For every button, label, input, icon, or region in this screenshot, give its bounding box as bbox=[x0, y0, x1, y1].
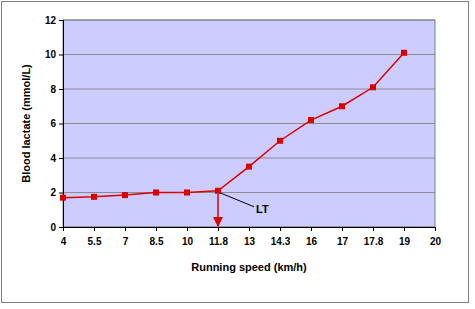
x-tick: 20 bbox=[430, 227, 442, 247]
x-tick-mark bbox=[280, 227, 281, 231]
x-tick-label: 7 bbox=[123, 236, 129, 247]
y-tick-mark bbox=[59, 124, 63, 125]
data-point bbox=[184, 190, 190, 196]
y-tick: 4 bbox=[50, 153, 63, 164]
y-tick-label: 12 bbox=[45, 15, 57, 26]
x-tick-label: 5.5 bbox=[88, 236, 102, 247]
x-axis-title: Running speed (km/h) bbox=[191, 261, 307, 273]
x-tick-mark bbox=[342, 227, 343, 231]
annotations: LT bbox=[218, 193, 269, 226]
data-point bbox=[153, 190, 159, 196]
x-tick: 17 bbox=[337, 227, 349, 247]
y-tick-mark bbox=[59, 20, 63, 21]
x-tick-mark bbox=[435, 227, 436, 231]
x-tick-label: 16 bbox=[306, 236, 318, 247]
chart: 0 2 4 6 8 10 12 4 5.5 7 8.5 10 11.8 13 14.3 16 17 17.8 19 2… bbox=[0, 0, 475, 309]
data-point bbox=[401, 50, 407, 56]
data-point bbox=[246, 164, 252, 170]
annotation-leader bbox=[220, 193, 254, 207]
series bbox=[60, 50, 407, 201]
x-tick: 13 bbox=[244, 227, 256, 247]
x-tick: 4 bbox=[61, 227, 67, 247]
y-tick-mark bbox=[59, 55, 63, 56]
y-tick-mark bbox=[59, 89, 63, 90]
x-tick-label: 17 bbox=[337, 236, 349, 247]
data-point bbox=[370, 84, 376, 90]
x-tick-mark bbox=[249, 227, 250, 231]
x-tick: 7 bbox=[123, 227, 129, 247]
data-point bbox=[277, 138, 283, 144]
x-tick: 19 bbox=[399, 227, 411, 247]
x-tick-mark bbox=[94, 227, 95, 231]
data-point bbox=[91, 194, 97, 200]
y-tick-mark bbox=[59, 193, 63, 194]
x-tick-label: 19 bbox=[399, 236, 411, 247]
grid-line bbox=[63, 54, 435, 55]
x-tick: 11.8 bbox=[209, 227, 228, 247]
x-tick-label: 10 bbox=[182, 236, 194, 247]
plot: 0 2 4 6 8 10 12 4 5.5 7 8.5 10 11.8 13 14.3 16 17 17.8 19 2… bbox=[45, 15, 442, 247]
x-tick-label: 13 bbox=[244, 236, 256, 247]
grid-line bbox=[63, 123, 435, 124]
y-tick-label: 4 bbox=[50, 153, 56, 164]
x-tick-mark bbox=[404, 227, 405, 231]
y-tick-label: 0 bbox=[50, 222, 56, 233]
x-tick-mark bbox=[63, 227, 64, 231]
x-tick-mark bbox=[187, 227, 188, 231]
data-point bbox=[122, 192, 128, 198]
annotation-text: LT bbox=[256, 203, 269, 215]
x-tick-label: 8.5 bbox=[150, 236, 164, 247]
y-tick-label: 2 bbox=[50, 187, 56, 198]
data-point bbox=[308, 117, 314, 123]
grid-line bbox=[63, 192, 435, 193]
x-tick-label: 4 bbox=[61, 236, 67, 247]
x-tick-label: 14.3 bbox=[271, 236, 291, 247]
y-tick-label: 8 bbox=[50, 84, 56, 95]
y-tick-label: 6 bbox=[50, 118, 56, 129]
y-tick: 6 bbox=[50, 118, 63, 129]
grid bbox=[63, 20, 435, 227]
x-axis-line bbox=[64, 228, 436, 232]
x-tick-label: 20 bbox=[430, 236, 442, 247]
x-tick: 8.5 bbox=[150, 227, 164, 247]
x-axis: 4 5.5 7 8.5 10 11.8 13 14.3 16 17 17.8 19 20 bbox=[61, 227, 442, 247]
x-tick-mark bbox=[156, 227, 157, 231]
y-tick-mark bbox=[59, 158, 63, 159]
chart-border bbox=[2, 2, 469, 303]
x-tick: 17.8 bbox=[364, 227, 384, 247]
x-tick-mark bbox=[125, 227, 126, 231]
grid-line bbox=[63, 158, 435, 159]
data-point bbox=[60, 195, 66, 201]
y-axis-title: Blood lactate (mmol/L) bbox=[20, 64, 32, 183]
y-tick-mark bbox=[59, 227, 63, 228]
x-tick: 10 bbox=[182, 227, 194, 247]
y-tick: 10 bbox=[45, 49, 63, 60]
x-tick-label: 11.8 bbox=[209, 236, 228, 247]
x-tick-mark bbox=[311, 227, 312, 231]
x-tick: 14.3 bbox=[271, 227, 291, 247]
y-tick: 0 bbox=[50, 222, 63, 233]
grid-line bbox=[63, 89, 435, 90]
plot-frame bbox=[63, 20, 435, 227]
annotation-arrow bbox=[217, 194, 219, 226]
x-tick: 5.5 bbox=[88, 227, 102, 247]
data-point bbox=[339, 103, 345, 109]
x-tick-mark bbox=[373, 227, 374, 231]
x-tick: 16 bbox=[306, 227, 318, 247]
y-tick: 8 bbox=[50, 84, 63, 95]
x-tick-mark bbox=[218, 227, 219, 231]
x-tick-label: 17.8 bbox=[364, 236, 384, 247]
plot-background bbox=[63, 20, 435, 227]
y-tick: 12 bbox=[45, 15, 63, 26]
data-line bbox=[63, 53, 404, 198]
y-tick-label: 10 bbox=[45, 49, 57, 60]
